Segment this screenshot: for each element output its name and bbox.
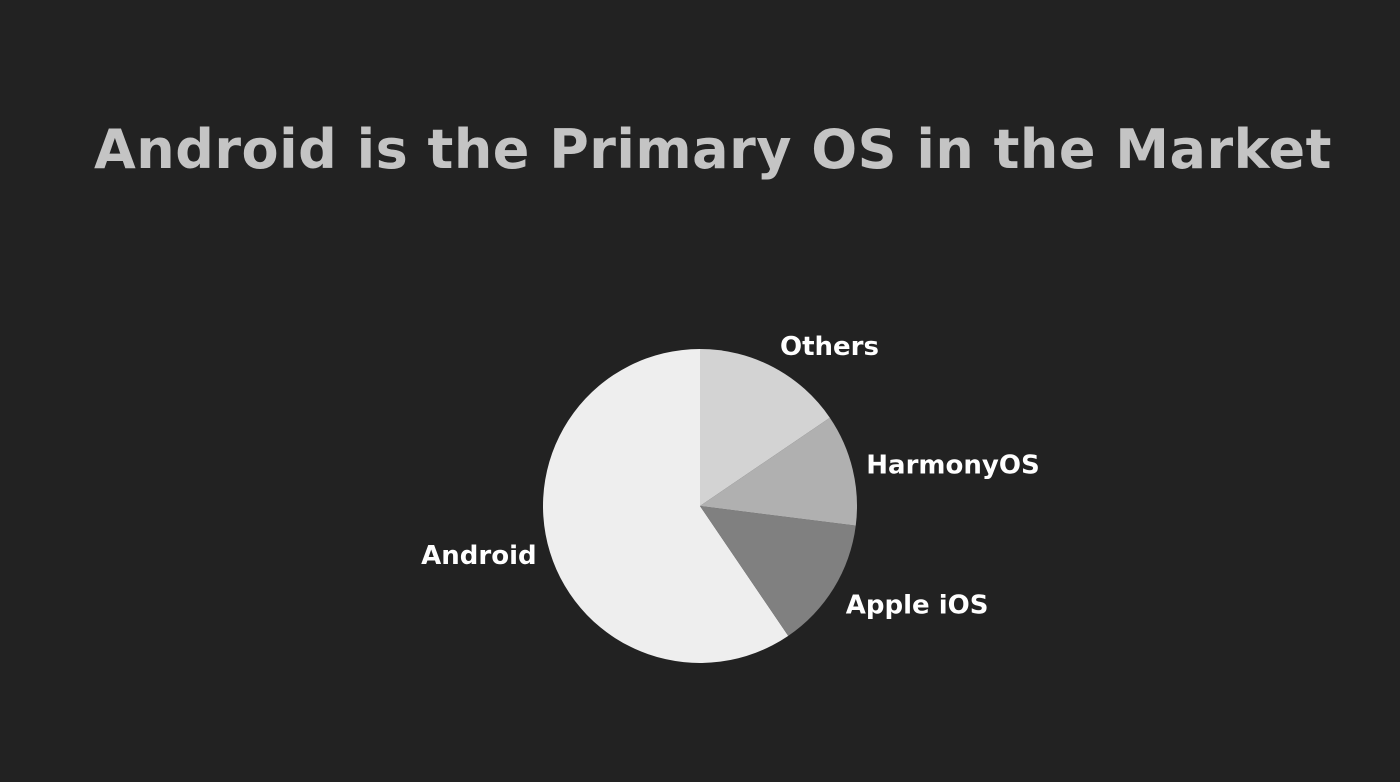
chart-title: Android is the Primary OS in the Market [93, 118, 1332, 181]
slice-label-harmonyos: HarmonyOS [866, 451, 1039, 481]
slice-label-others: Others [780, 332, 879, 362]
slice-label-apple-ios: Apple iOS [846, 591, 989, 621]
pie-slice-android [543, 349, 789, 663]
pie-slice-apple-ios [700, 506, 856, 636]
pie-labels: Android Apple iOS HarmonyOS Others [421, 332, 1040, 621]
pie-slices [543, 349, 857, 663]
slice-label-android: Android [421, 541, 536, 571]
pie-slice-others [700, 349, 830, 506]
pie-slice-harmonyos [700, 417, 857, 526]
